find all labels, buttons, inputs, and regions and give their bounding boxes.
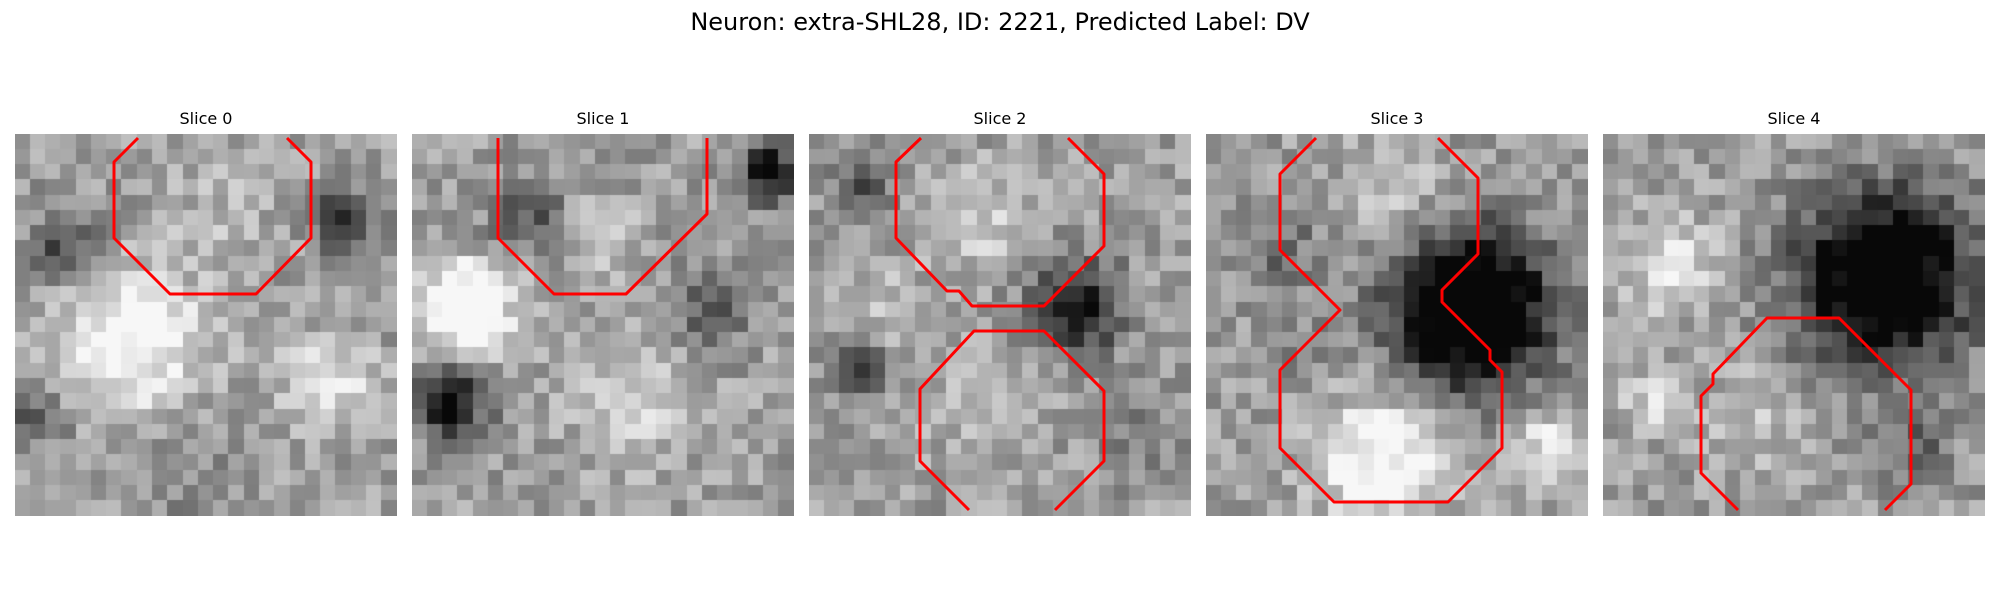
slice-1-contour-overlay [496,138,709,296]
slice-0-contour-overlay [112,136,313,296]
slice-3-panel [1206,134,1588,516]
slice-0-contour [112,136,313,296]
slice-4-title: Slice 4 [1767,109,1821,128]
slice-3-contour-overlay [1278,136,1504,504]
slice-4-contour-overlay [1699,316,1913,512]
slice-2-contour-overlay [894,136,1106,512]
slice-3-contour [1278,136,1504,504]
slice-2-contour-upper [894,136,1106,308]
slice-3-title: Slice 3 [1370,109,1424,128]
slice-1-contour [496,138,709,296]
slice-2-image [809,134,1191,516]
slice-1-panel [412,134,794,516]
slice-0-panel [15,134,397,516]
slice-0-image [15,134,397,516]
slice-4-image [1603,134,1985,516]
figure-title: Neuron: extra-SHL28, ID: 2221, Predicted… [690,8,1310,36]
slice-3-image [1206,134,1588,516]
slice-4-panel [1603,134,1985,516]
slice-2-contour-lower [918,329,1106,512]
slice-1-image [412,134,794,516]
slice-0-title: Slice 0 [179,109,233,128]
slice-2-panel [809,134,1191,516]
slice-2-title: Slice 2 [973,109,1027,128]
slice-1-title: Slice 1 [576,109,630,128]
slice-4-contour [1699,316,1913,512]
